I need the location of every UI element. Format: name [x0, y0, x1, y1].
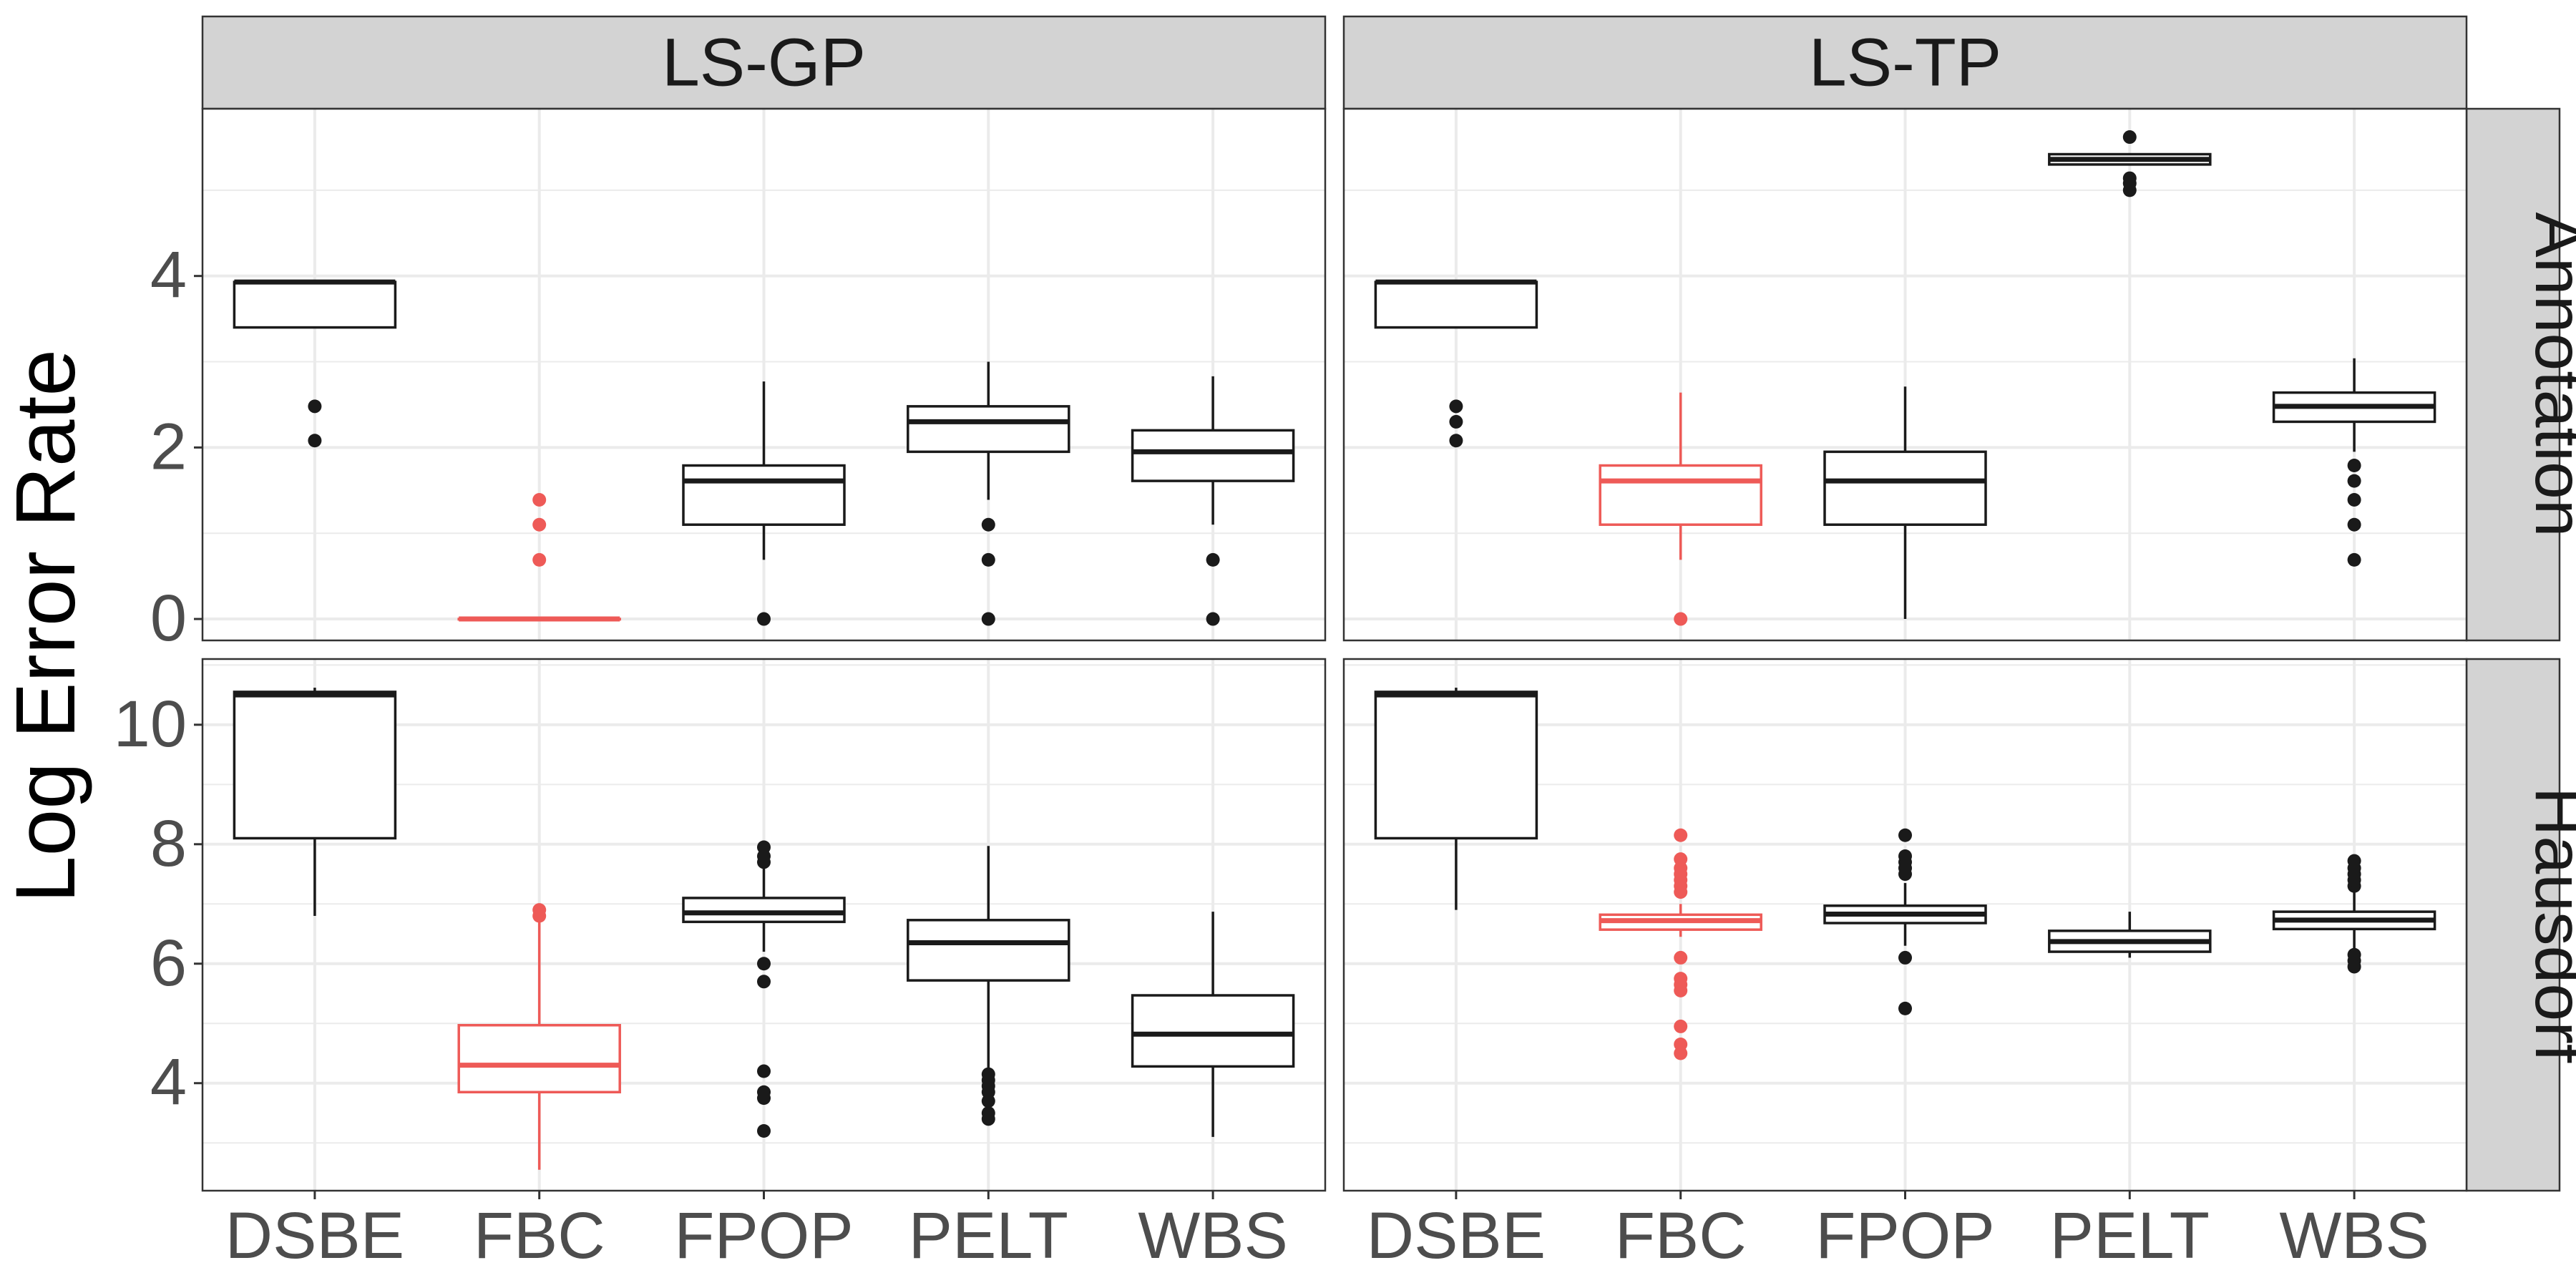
- y-tick-label: 4: [150, 239, 187, 312]
- outlier-point: [2347, 854, 2361, 868]
- x-tick-label: FPOP: [674, 1199, 853, 1272]
- box-dsbe: [233, 280, 397, 329]
- x-tick-label: FBC: [474, 1199, 605, 1272]
- outlier-point: [1449, 399, 1463, 414]
- x-tick-label: FPOP: [1815, 1199, 1994, 1272]
- panel-border: [1342, 107, 2468, 642]
- outlier-point: [532, 517, 547, 532]
- row-strip-hausdorf: [2465, 658, 2561, 1192]
- outlier-point: [757, 1085, 771, 1099]
- outlier-point: [981, 612, 995, 626]
- row-strip-annotation: [2465, 107, 2561, 642]
- y-tick-label: 10: [114, 688, 187, 761]
- outlier-point: [1206, 552, 1220, 567]
- box-fbc: [457, 1024, 621, 1094]
- outlier-point: [1674, 950, 1688, 965]
- outlier-point: [2347, 474, 2361, 488]
- outlier-point: [981, 517, 995, 532]
- outlier-point: [1206, 612, 1220, 626]
- outlier-point: [1674, 972, 1688, 986]
- outlier-point: [757, 957, 771, 971]
- y-tick-label: 0: [150, 582, 187, 655]
- box-pelt: [907, 919, 1070, 982]
- column-strip-label: LS-TP: [1809, 25, 2001, 101]
- outlier-point: [308, 434, 322, 448]
- x-tick-label: FBC: [1615, 1199, 1747, 1272]
- y-tick-label: 8: [150, 807, 187, 880]
- column-strip-ls-tp: [1342, 15, 2468, 110]
- outlier-point: [757, 840, 771, 854]
- outlier-point: [981, 552, 995, 567]
- x-tick-label: WBS: [2279, 1199, 2429, 1272]
- panel-border: [201, 107, 1327, 642]
- outlier-point: [1674, 612, 1688, 626]
- row-strip-label: Annotation: [2521, 212, 2576, 537]
- outlier-point: [1898, 849, 1912, 863]
- outlier-point: [757, 612, 771, 626]
- outlier-point: [1898, 1001, 1912, 1015]
- x-tick-label: PELT: [2050, 1199, 2210, 1272]
- x-tick-label: DSBE: [1367, 1199, 1546, 1272]
- y-tick-label: 4: [150, 1046, 187, 1119]
- outlier-point: [1449, 434, 1463, 448]
- row-strip-label: Hausdorf: [2521, 787, 2576, 1063]
- box-wbs: [1131, 429, 1295, 482]
- outlier-point: [2347, 459, 2361, 473]
- box-pelt: [907, 405, 1070, 454]
- outlier-point: [981, 1067, 995, 1081]
- box-fbc: [1599, 464, 1762, 526]
- box-dsbe: [1374, 280, 1538, 329]
- x-tick-label: DSBE: [225, 1199, 405, 1272]
- box-dsbe: [233, 691, 397, 840]
- box-dsbe: [1374, 691, 1538, 840]
- y-tick-label: 2: [150, 410, 187, 483]
- outlier-point: [1898, 828, 1912, 842]
- x-tick-label: WBS: [1138, 1199, 1288, 1272]
- outlier-point: [1674, 1037, 1688, 1051]
- outlier-point: [1674, 1019, 1688, 1033]
- column-strip-ls-gp: [201, 15, 1327, 110]
- outlier-point: [532, 552, 547, 567]
- outlier-point: [2347, 517, 2361, 532]
- outlier-point: [1449, 414, 1463, 429]
- outlier-point: [2347, 947, 2361, 962]
- y-tick-label: 6: [150, 927, 187, 1000]
- outlier-point: [2122, 130, 2137, 145]
- outlier-point: [757, 1064, 771, 1078]
- x-tick-label: PELT: [909, 1199, 1068, 1272]
- outlier-point: [757, 1124, 771, 1138]
- box-fpop: [682, 897, 846, 924]
- outlier-point: [2122, 171, 2137, 185]
- outlier-point: [757, 975, 771, 989]
- y-axis-title: Log Error Rate: [0, 349, 93, 903]
- box-fpop: [682, 464, 846, 526]
- column-strip-label: LS-GP: [662, 25, 866, 101]
- box-fpop: [1823, 450, 1987, 526]
- outlier-point: [1898, 950, 1912, 965]
- outlier-point: [981, 1106, 995, 1120]
- outlier-point: [532, 492, 547, 507]
- box-wbs: [1131, 994, 1295, 1068]
- outlier-point: [532, 903, 547, 917]
- outlier-point: [1674, 852, 1688, 867]
- outlier-point: [2347, 552, 2361, 567]
- outlier-point: [1674, 828, 1688, 842]
- outlier-point: [308, 399, 322, 414]
- outlier-point: [2347, 492, 2361, 507]
